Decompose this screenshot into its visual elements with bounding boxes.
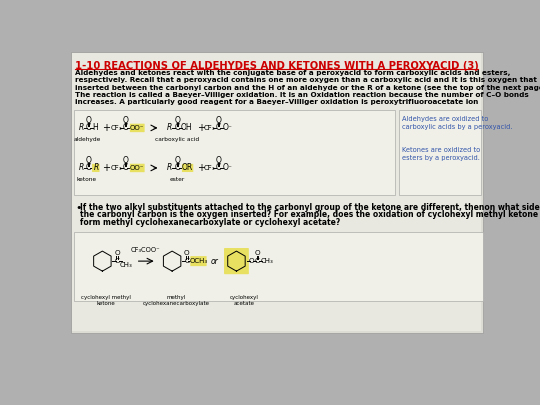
Text: R: R: [167, 164, 172, 173]
Text: CH₃: CH₃: [120, 262, 133, 268]
Text: CH₃: CH₃: [260, 258, 273, 264]
Text: ester: ester: [170, 177, 185, 182]
Text: C: C: [216, 164, 221, 173]
Text: O: O: [123, 116, 129, 125]
FancyBboxPatch shape: [130, 164, 145, 172]
Text: O⁻: O⁻: [223, 164, 233, 173]
Text: If the two alkyl substituents attached to the carbonyl group of the ketone are d: If the two alkyl substituents attached t…: [80, 202, 540, 211]
Text: C: C: [175, 164, 180, 173]
Text: or: or: [211, 257, 219, 266]
Text: R: R: [93, 164, 99, 173]
Text: R: R: [79, 124, 84, 132]
FancyBboxPatch shape: [73, 110, 395, 195]
Text: form methyl cyclohexanecarboxylate or cyclohexyl acetate?: form methyl cyclohexanecarboxylate or cy…: [80, 218, 340, 227]
Text: O: O: [85, 116, 91, 125]
FancyBboxPatch shape: [130, 124, 145, 132]
Text: C: C: [216, 124, 221, 132]
Text: •: •: [75, 202, 82, 213]
Text: OO⁻: OO⁻: [130, 165, 145, 171]
Text: 1-10 REACTIONS OF ALDEHYDES AND KETONES WITH A PEROXYACID (3): 1-10 REACTIONS OF ALDEHYDES AND KETONES …: [75, 61, 479, 71]
Text: O⁻: O⁻: [223, 124, 233, 132]
Text: OR: OR: [182, 164, 193, 173]
FancyBboxPatch shape: [190, 256, 207, 266]
Text: C: C: [175, 124, 180, 132]
Text: O: O: [215, 156, 221, 165]
Text: O: O: [248, 258, 254, 264]
Text: O: O: [123, 156, 129, 165]
Text: aldehyde: aldehyde: [73, 137, 100, 142]
FancyBboxPatch shape: [182, 164, 193, 172]
Text: CF₃: CF₃: [111, 125, 122, 131]
FancyBboxPatch shape: [92, 164, 99, 172]
Text: increases. A particularly good reagent for a Baeyer–Villiger oxidation is peroxy: increases. A particularly good reagent f…: [75, 99, 478, 105]
Text: O: O: [254, 250, 260, 256]
Text: respectively. Recall that a peroxyacid contains one more oxygen than a carboxyli: respectively. Recall that a peroxyacid c…: [75, 77, 540, 83]
Text: C: C: [184, 258, 190, 264]
Text: O: O: [215, 116, 221, 125]
Text: C: C: [255, 258, 260, 264]
Text: C: C: [114, 258, 119, 264]
Text: H: H: [92, 124, 98, 132]
Text: +: +: [102, 163, 110, 173]
Text: O: O: [174, 156, 180, 165]
Text: R: R: [167, 124, 172, 132]
Text: methyl
cyclohexanecarboxylate: methyl cyclohexanecarboxylate: [143, 295, 210, 306]
Text: The reaction is called a Baeyer–Villiger oxidation. It is an Oxidation reaction : The reaction is called a Baeyer–Villiger…: [75, 92, 529, 98]
Text: C: C: [86, 124, 91, 132]
Text: R: R: [79, 164, 84, 173]
Text: Aldehydes are oxidized to
carboxylic acids by a peroxyacid.: Aldehydes are oxidized to carboxylic aci…: [402, 116, 513, 130]
Text: OCH₃: OCH₃: [190, 258, 207, 264]
Text: O: O: [184, 250, 190, 256]
FancyBboxPatch shape: [224, 248, 249, 274]
Text: CF₃COO⁻: CF₃COO⁻: [130, 247, 160, 254]
Text: inserted between the carbonyl carbon and the H of an aldehyde or the R of a keto: inserted between the carbonyl carbon and…: [75, 85, 540, 91]
FancyBboxPatch shape: [73, 232, 483, 301]
Text: +: +: [197, 163, 205, 173]
Text: the carbonyl carbon is the oxygen inserted? For example, does the oxidation of c: the carbonyl carbon is the oxygen insert…: [80, 210, 538, 219]
Text: Aldehydes and ketones react with the conjugate base of a peroxyacid to form carb: Aldehydes and ketones react with the con…: [75, 70, 511, 76]
Text: C: C: [123, 164, 129, 173]
Text: C: C: [123, 124, 129, 132]
Text: CF₃: CF₃: [204, 165, 215, 171]
FancyBboxPatch shape: [399, 110, 481, 195]
Text: Ketones are oxidized to
esters by a peroxyacid.: Ketones are oxidized to esters by a pero…: [402, 147, 481, 161]
Text: OO⁻: OO⁻: [130, 125, 145, 131]
Text: OH: OH: [180, 124, 192, 132]
Text: carboxylic acid: carboxylic acid: [156, 137, 200, 142]
Text: cyclohexyl
acetate: cyclohexyl acetate: [230, 295, 259, 306]
Text: cyclohexyl methyl
ketone: cyclohexyl methyl ketone: [82, 295, 131, 306]
Text: CF₃: CF₃: [204, 125, 215, 131]
Text: O: O: [174, 116, 180, 125]
Text: O: O: [85, 156, 91, 165]
FancyBboxPatch shape: [71, 52, 483, 333]
Text: +: +: [197, 123, 205, 133]
Text: C: C: [86, 164, 91, 173]
Text: +: +: [102, 123, 110, 133]
Text: CF₃: CF₃: [111, 165, 122, 171]
Text: O: O: [114, 250, 120, 256]
Text: ketone: ketone: [77, 177, 97, 182]
FancyBboxPatch shape: [72, 53, 481, 331]
